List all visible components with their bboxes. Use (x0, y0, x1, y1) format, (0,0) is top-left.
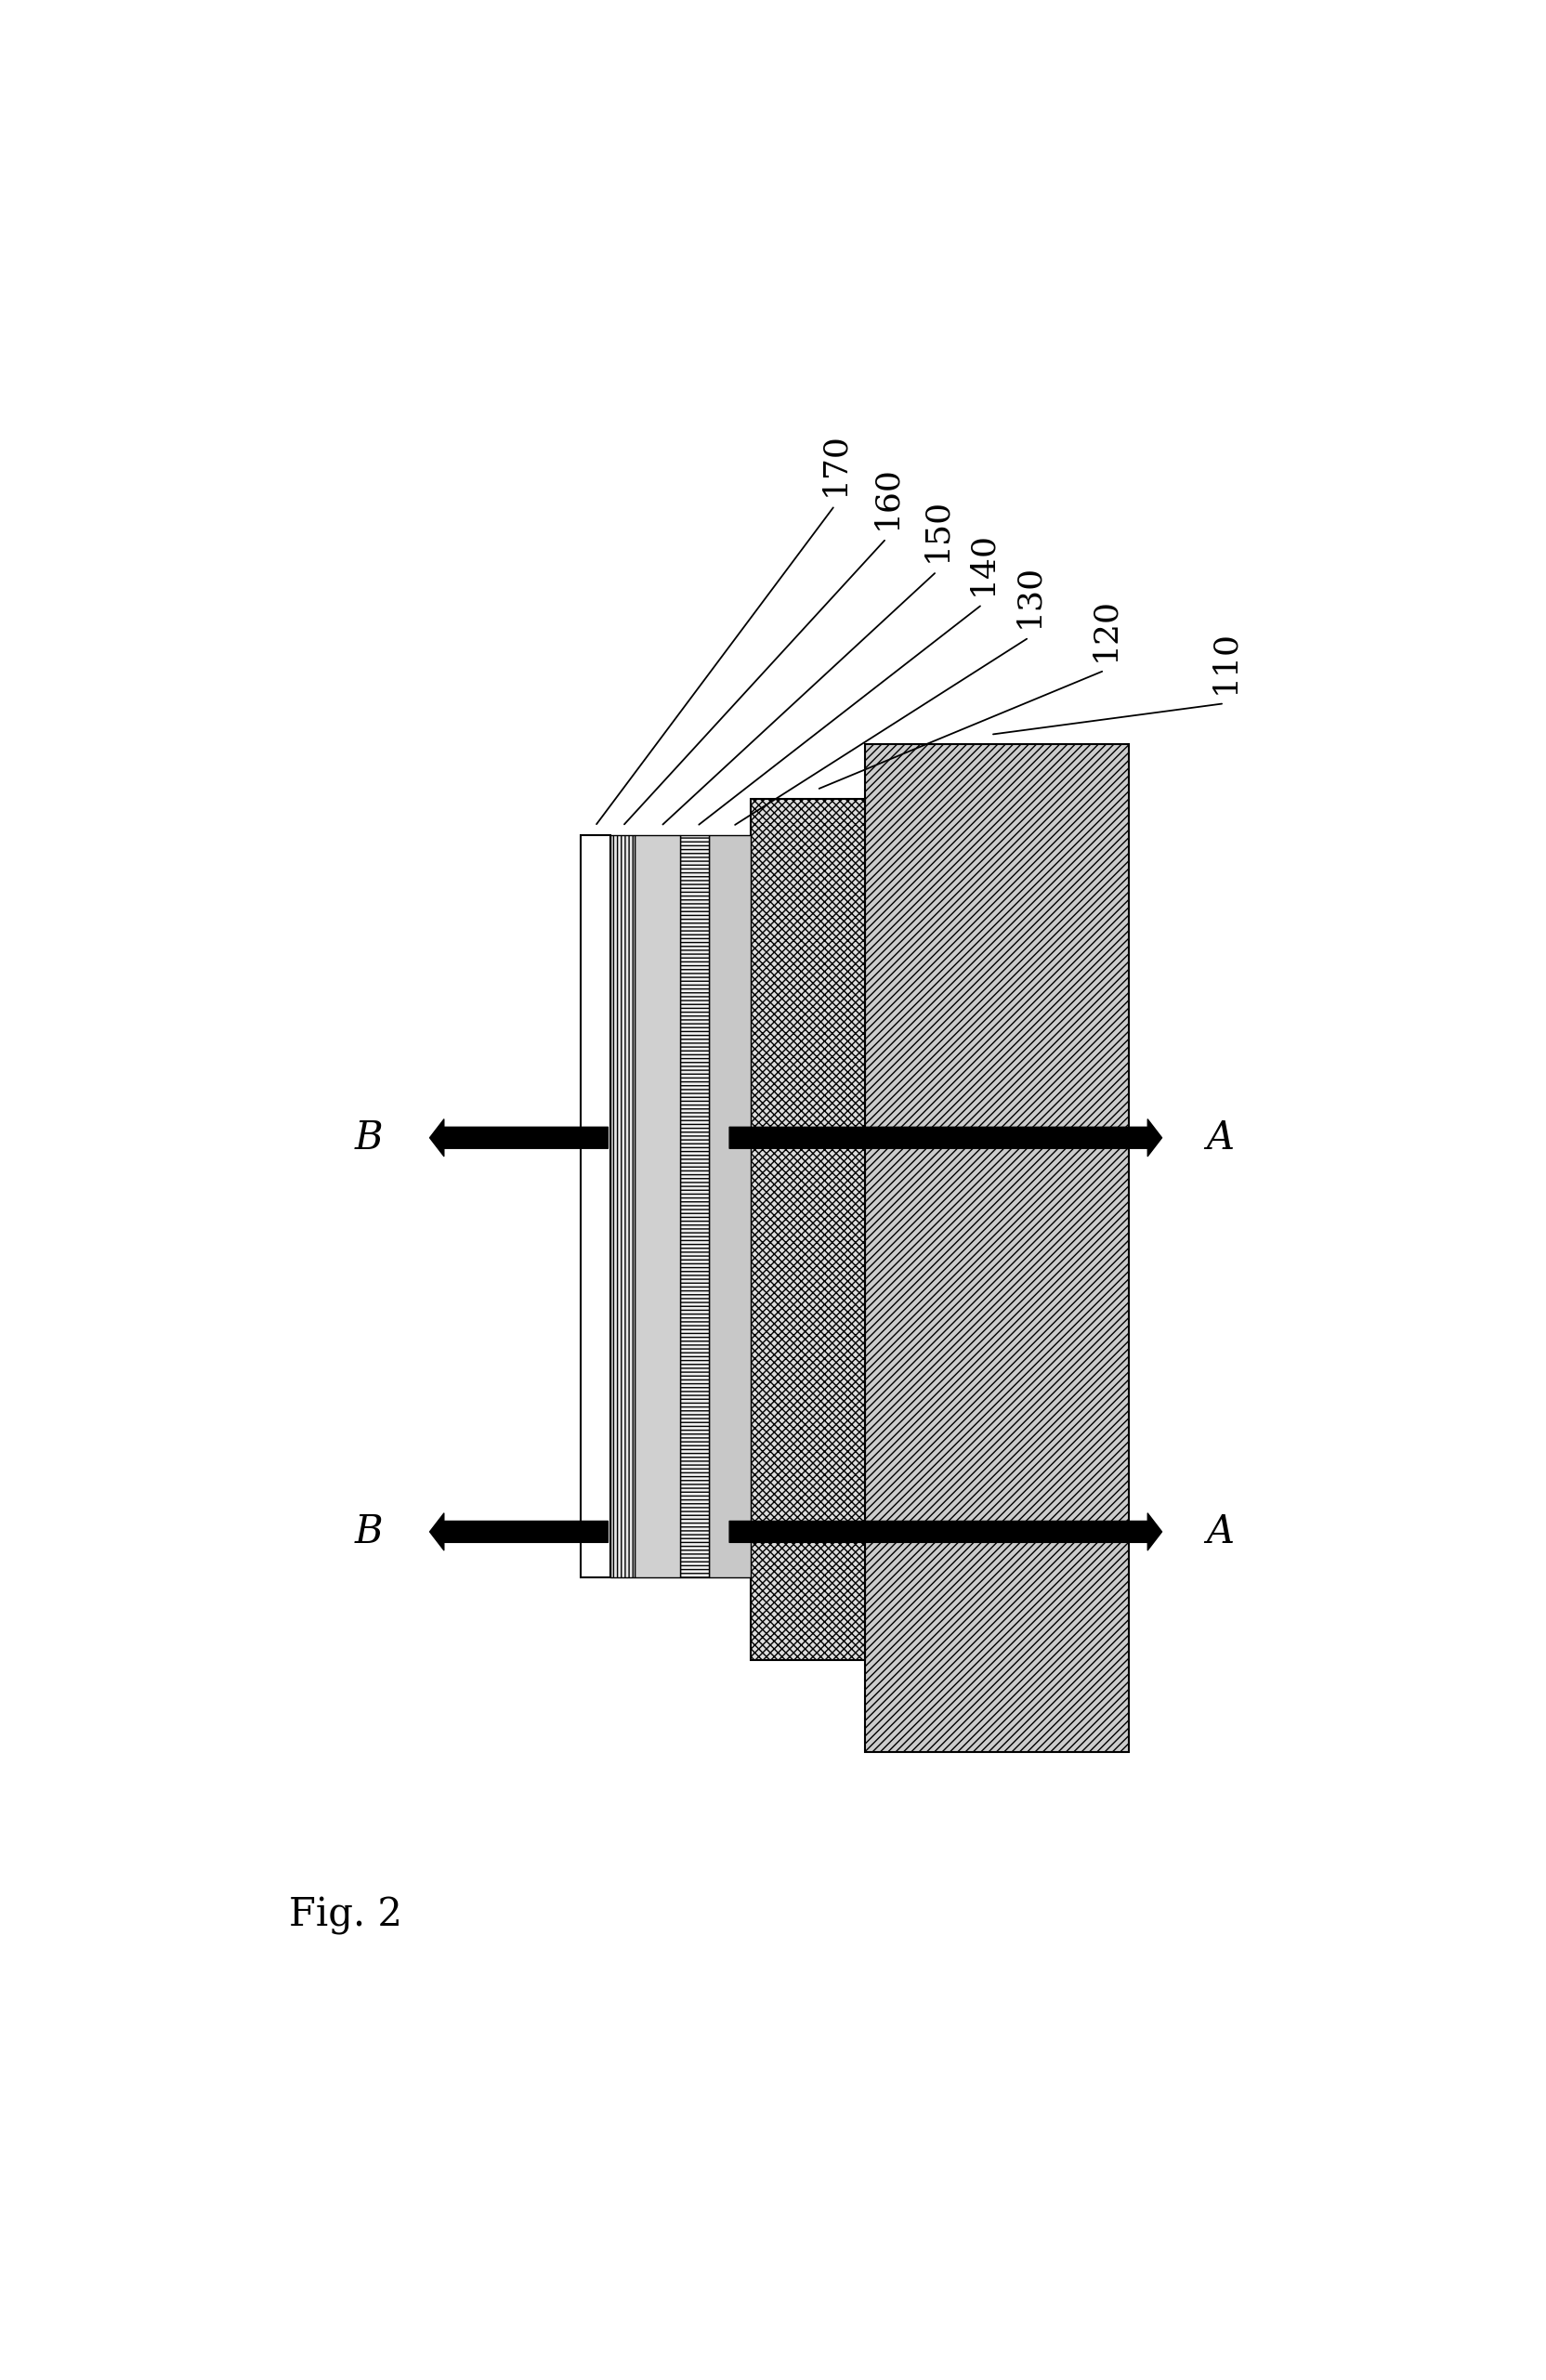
Bar (611, 835, 634, 1578)
Text: Fig. 2: Fig. 2 (289, 1897, 402, 1935)
Text: 130: 130 (1013, 564, 1044, 628)
Bar (864, 743, 1129, 1752)
Text: 160: 160 (870, 466, 901, 528)
Text: 140: 140 (966, 531, 997, 595)
Text: 150: 150 (920, 497, 952, 562)
Text: A: A (1206, 1511, 1234, 1552)
Text: 110: 110 (1207, 631, 1240, 695)
Text: 120: 120 (1088, 597, 1119, 662)
Bar (708, 835, 750, 1578)
Bar (680, 835, 708, 1578)
Text: B: B (354, 1511, 382, 1552)
Bar (634, 835, 680, 1578)
Bar (750, 800, 864, 1661)
Text: B: B (354, 1119, 382, 1157)
Text: 170: 170 (818, 433, 850, 497)
Bar (580, 835, 611, 1578)
Text: A: A (1206, 1119, 1234, 1157)
